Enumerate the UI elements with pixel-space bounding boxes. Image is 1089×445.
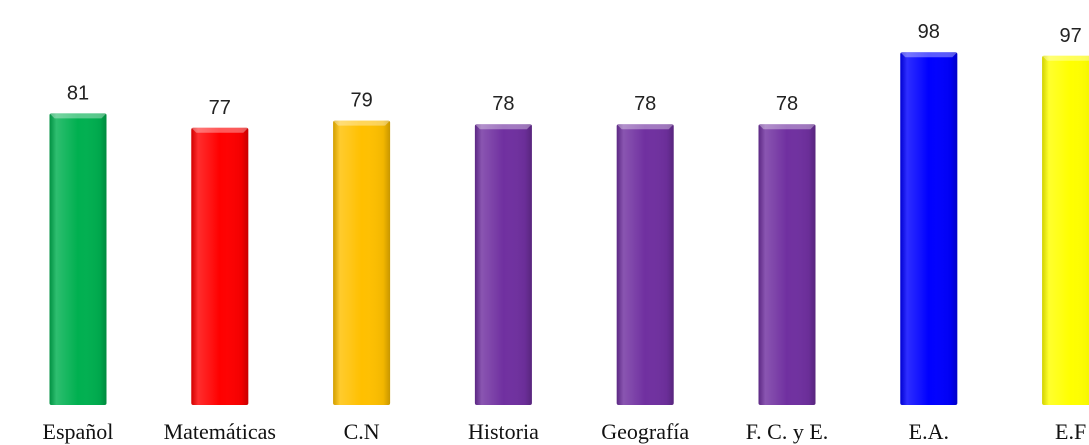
- bar-bevel-f-c-y-e: [758, 124, 816, 405]
- bar-top-bevel-f-c-y-e: [758, 124, 816, 130]
- category-label-geografia: Geografía: [601, 419, 689, 444]
- category-label-matematicas: Matemáticas: [164, 419, 276, 444]
- category-label-historia: Historia: [468, 419, 539, 444]
- data-labels-group: 81 77 79 78 78 78 98 97: [67, 21, 1082, 119]
- bar-bevel-e-a: [900, 52, 958, 405]
- data-label-c-n: 79: [350, 90, 372, 112]
- bar-bevel-geografia: [616, 124, 674, 405]
- category-label-e-a: E.A.: [909, 419, 949, 444]
- bar-bevel-matematicas: [191, 127, 249, 406]
- data-label-espanol: 81: [67, 82, 89, 104]
- category-label-espanol: Español: [43, 419, 114, 444]
- bar-bevel-espanol: [49, 113, 107, 406]
- data-label-f-c-y-e: 78: [776, 93, 798, 115]
- bar-top-bevel-geografia: [616, 124, 674, 130]
- data-label-matematicas: 77: [209, 97, 231, 119]
- data-label-e-a: 98: [918, 21, 940, 43]
- bars-group: [49, 52, 1089, 406]
- category-label-f-c-y-e: F. C. y E.: [746, 419, 829, 444]
- bar-top-bevel-e-a: [900, 52, 958, 58]
- bar-top-bevel-c-n: [333, 120, 391, 126]
- bar-top-bevel-e-f: [1042, 55, 1089, 61]
- data-label-geografia: 78: [634, 93, 656, 115]
- bar-top-bevel-matematicas: [191, 127, 249, 133]
- bar-top-bevel-espanol: [49, 113, 107, 119]
- data-label-historia: 78: [492, 93, 514, 115]
- bar-bevel-c-n: [333, 120, 391, 405]
- category-label-c-n: C.N: [344, 419, 380, 444]
- category-labels-group: Español Matemáticas C.N Historia Geografía F.…: [43, 419, 1087, 444]
- bar-top-bevel-historia: [474, 124, 532, 130]
- category-label-e-f: E.F: [1055, 419, 1086, 444]
- bar-bevel-historia: [474, 124, 532, 405]
- data-label-e-f: 97: [1059, 25, 1081, 47]
- bar-bevel-e-f: [1042, 55, 1089, 405]
